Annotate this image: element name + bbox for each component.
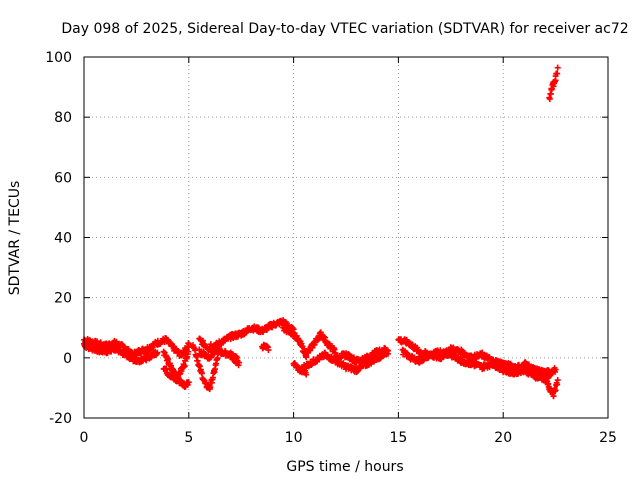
data-point [185,379,192,386]
data-point [550,393,557,400]
series-track-i [227,349,243,369]
y-tick-label: 0 [63,351,72,367]
x-tick-label: 15 [389,430,407,446]
x-tick-label: 0 [80,430,89,446]
y-tick-label: 40 [54,231,72,247]
x-tick-label: 5 [184,430,193,446]
y-tick-label: 20 [54,291,72,307]
series-track-n [332,344,391,366]
series-track-r [546,64,561,102]
data-point [554,70,561,77]
x-tick-label: 20 [494,430,512,446]
y-tick-label: 80 [54,110,72,126]
data-point [384,347,391,354]
data-point [554,377,561,384]
data-point [548,368,555,375]
plot-frame [83,56,609,419]
series-track-d [160,343,192,382]
data-point [265,347,272,354]
data-point [552,387,559,394]
x-tick-label: 10 [285,430,303,446]
series-track-b [81,340,161,366]
series-track-k [280,322,339,361]
data-points [81,64,561,400]
grid [84,57,608,418]
y-tick-label: -20 [49,411,72,427]
axis-ticks: 0 5 10 15 20 25 -20 0 20 40 60 80 100 [45,50,617,446]
data-point [303,371,310,378]
data-point [185,348,192,355]
y-tick-label: 100 [45,50,72,66]
data-point [552,366,559,373]
series-track-j [259,341,272,354]
data-point [175,375,182,382]
data-point [125,346,132,353]
series-track-g [196,346,217,362]
series-track-q [521,359,561,400]
y-axis-label: SDTVAR / TECUs [7,181,23,296]
data-point [236,359,243,366]
y-tick-label: 60 [54,170,72,186]
chart-title: Day 098 of 2025, Sidereal Day-to-day VTE… [61,21,628,37]
x-tick-label: 25 [599,430,617,446]
data-point [554,64,561,71]
x-axis-label: GPS time / hours [286,459,403,475]
series-track-c [160,365,192,390]
series-track-e [189,342,222,393]
data-point [154,349,161,356]
data-point [181,363,188,370]
data-point [546,95,553,102]
